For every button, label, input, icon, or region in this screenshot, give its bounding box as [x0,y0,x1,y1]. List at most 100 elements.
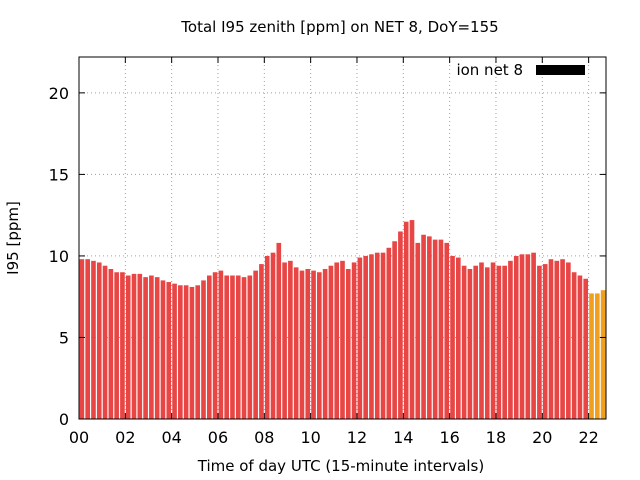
bar [241,277,247,419]
bar [183,285,189,419]
legend: ion net 8 [456,61,585,79]
bar [432,239,438,419]
bar [595,293,600,419]
bar [189,286,195,419]
bar [513,255,519,419]
bar [479,262,484,419]
bar [398,231,403,419]
x-tick-label: 02 [115,428,135,447]
bar [577,275,583,419]
bar [143,277,148,419]
x-tick-label: 20 [532,428,552,447]
y-axis-label: I95 [ppm] [4,201,22,275]
bar [114,272,119,419]
bar [102,265,108,419]
bar [600,290,606,419]
bar [467,268,473,419]
x-tick-label: 08 [254,428,274,447]
bar [85,259,90,419]
bar [334,262,340,419]
bar [438,239,444,419]
bar [496,265,502,419]
bar [120,272,125,419]
bar [421,234,426,419]
bar [137,273,143,419]
bar [235,275,241,419]
bar [96,262,102,419]
bar [566,262,571,419]
bar [201,280,206,419]
bar [484,267,490,419]
grid-layer [79,57,606,419]
bar [357,257,363,419]
bar [91,260,96,419]
bar [542,264,548,419]
bar [560,259,565,419]
bar [571,272,577,419]
bar [548,259,554,419]
bar [218,270,224,419]
bar [374,252,380,419]
bar [461,265,467,419]
bar [230,275,235,419]
plot-frame [78,56,607,420]
bar [305,268,311,419]
bar [340,260,345,419]
bar [380,252,386,419]
bar [206,275,212,419]
ticks-layer: 00 02 04 06 08 10 12 14 16 18 20 22 0 5 10 15 20 [49,57,606,447]
bar [125,275,131,419]
bar [108,268,114,419]
x-tick-label: 04 [161,428,181,447]
bar [363,255,368,419]
bar [554,260,560,419]
bar [311,270,316,419]
bar [450,255,455,419]
bar [473,265,479,419]
bar [212,272,218,419]
bar [224,275,229,419]
bar [351,262,357,419]
bar [178,285,183,419]
bar [195,285,201,419]
bar [247,275,253,419]
y-tick-label: 5 [59,328,69,347]
chart-title: Total I95 zenith [ppm] on NET 8, DoY=155 [180,18,498,36]
bar [293,267,299,419]
bar [456,257,461,419]
bar [79,259,85,419]
x-tick-label: 18 [486,428,506,447]
bar [369,254,374,419]
x-tick-label: 06 [208,428,228,447]
bar [415,242,421,419]
bar [531,252,536,419]
bar [444,242,450,419]
x-tick-label: 12 [347,428,367,447]
x-tick-label: 22 [578,428,598,447]
bar [490,262,496,419]
y-tick-label: 0 [59,410,69,429]
bar [583,278,589,419]
bar [537,265,542,419]
x-tick-label: 00 [69,428,89,447]
bar [154,277,160,419]
x-tick-label: 10 [300,428,320,447]
bar [525,254,531,419]
bar [409,220,415,419]
legend-label: ion net 8 [456,61,523,79]
bar [328,265,334,419]
bar [288,260,293,419]
bar [276,242,282,419]
bar [264,255,270,419]
bar [502,265,507,419]
bar [345,268,351,419]
bar [299,270,305,419]
bar [386,247,392,419]
bar [160,280,166,419]
bar [149,275,154,419]
bar [322,268,328,419]
bar [589,293,594,419]
bar [253,270,258,419]
